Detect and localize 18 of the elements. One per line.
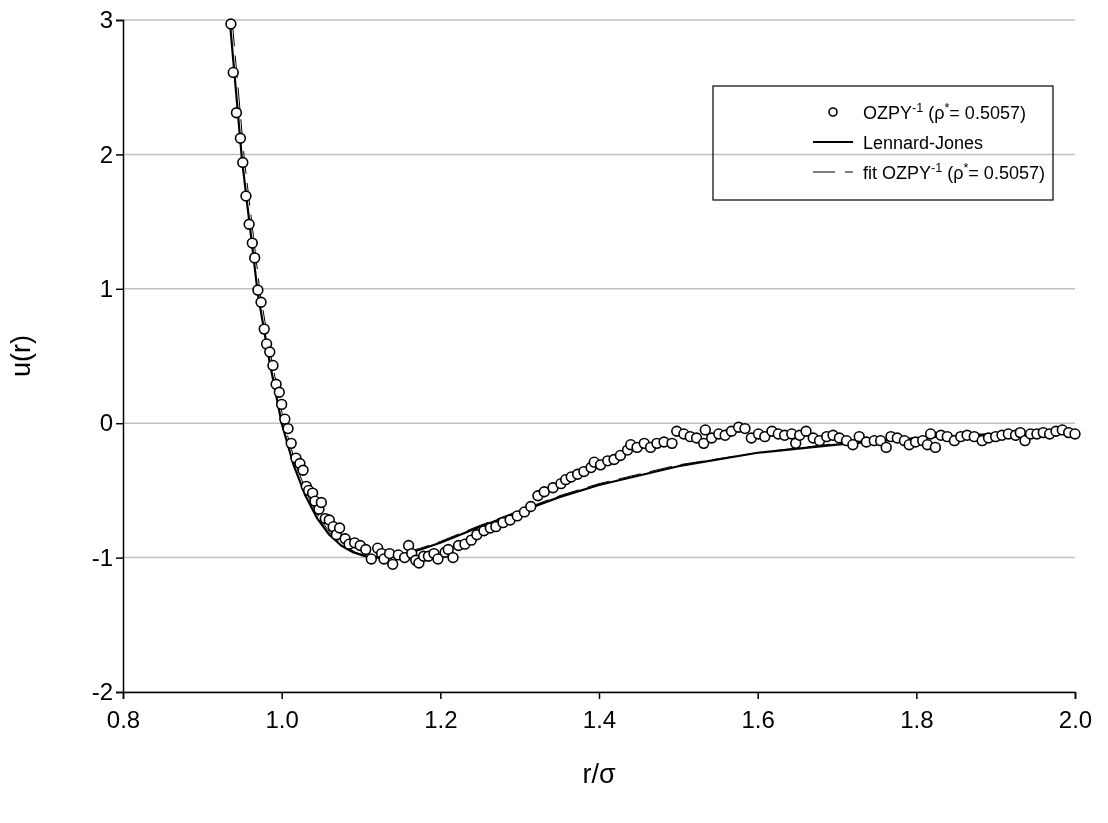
legend-label: Lennard-Jones <box>863 133 984 153</box>
x-tick-label: 1.2 <box>424 706 458 734</box>
y-tick-label: -2 <box>91 678 113 706</box>
legend-label: OZPY$^{-1}$ (ρ$^{*}$= 0.5057) <box>863 101 1026 123</box>
y-tick-label: 2 <box>99 140 113 168</box>
y-tick-label: -1 <box>91 543 113 571</box>
y-tick-label: 1 <box>99 274 113 302</box>
y-tick-label: 3 <box>99 6 113 34</box>
x-axis-title: r/σ <box>582 759 616 789</box>
x-tick-label: 1.0 <box>265 706 299 734</box>
y-tick-label: 0 <box>99 409 113 437</box>
y-axis-title: u(r) <box>6 335 36 377</box>
x-tick-label: 1.8 <box>900 706 934 734</box>
x-tick-label: 1.6 <box>741 706 775 734</box>
legend-label: fit OZPY$^{-1}$ (ρ$^{*}$= 0.5057) <box>863 161 1045 183</box>
x-tick-label: 1.4 <box>582 706 617 734</box>
x-tick-label: 2.0 <box>1058 706 1093 734</box>
x-tick-label: 0.8 <box>106 706 141 734</box>
